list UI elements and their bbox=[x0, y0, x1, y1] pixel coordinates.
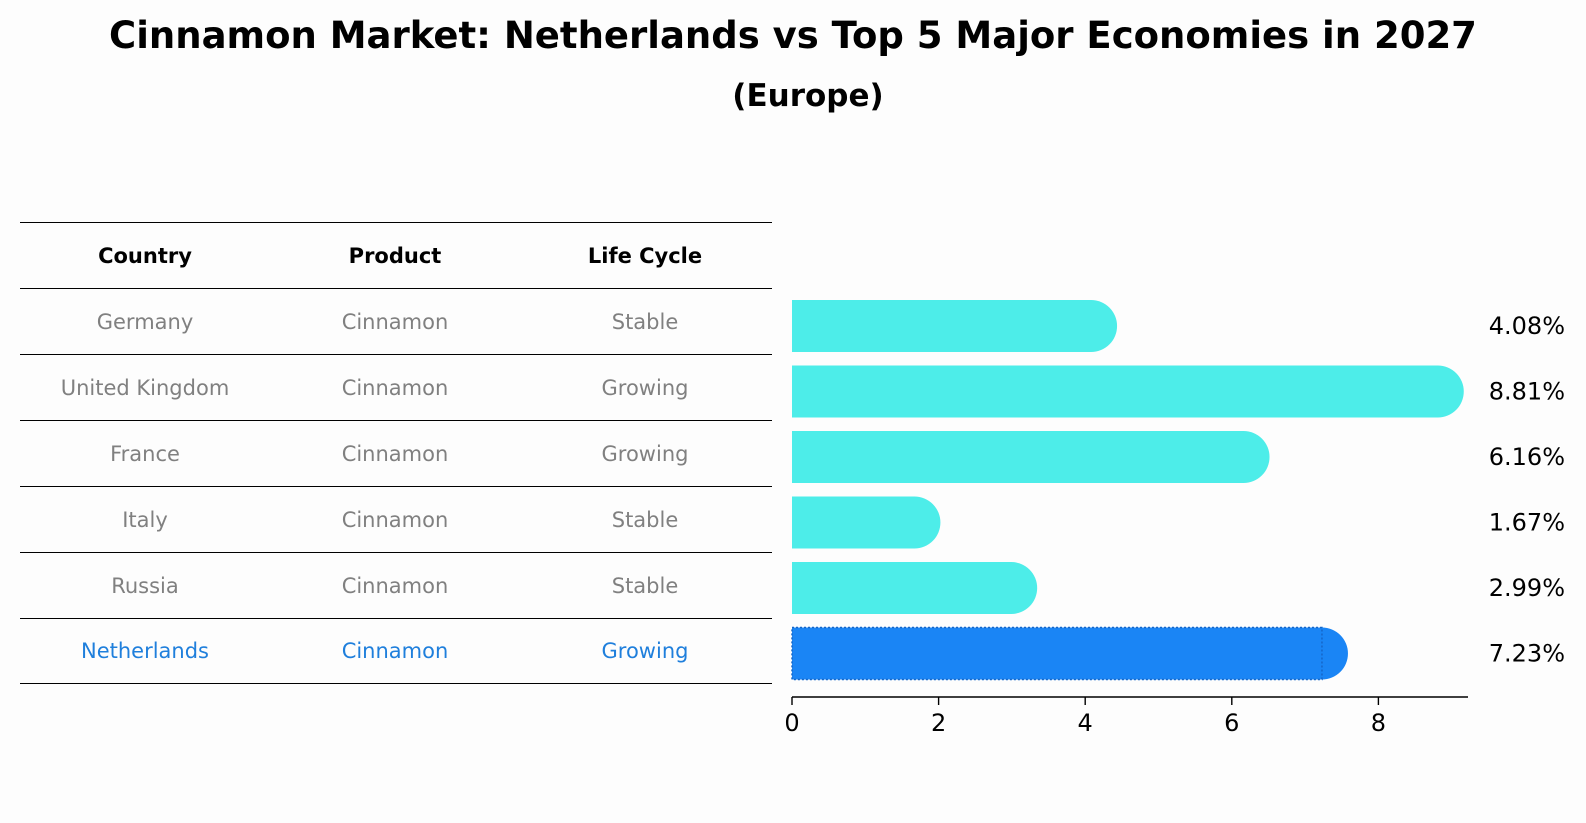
value-label: 8.81% bbox=[1489, 378, 1565, 406]
product-cell: Cinnamon bbox=[341, 639, 449, 663]
value-label: 6.16% bbox=[1489, 443, 1565, 471]
chart-title: Cinnamon Market: Netherlands vs Top 5 Ma… bbox=[109, 14, 1477, 57]
header-life-cycle: Life Cycle bbox=[587, 243, 703, 268]
country-cell: United Kingdom bbox=[60, 375, 230, 400]
bar-netherlands bbox=[792, 627, 1348, 680]
value-label: 7.23% bbox=[1489, 640, 1565, 668]
x-tick-label: 4 bbox=[1078, 709, 1093, 737]
table-header-row: Country Product Life Cycle bbox=[20, 222, 772, 288]
table-row: Italy Cinnamon Stable bbox=[20, 486, 772, 552]
x-tick-label: 8 bbox=[1371, 709, 1386, 737]
table-row-highlight: Netherlands Cinnamon Growing bbox=[20, 618, 772, 684]
life-cycle-cell: Growing bbox=[601, 441, 689, 466]
life-cycle-cell: Growing bbox=[601, 375, 689, 400]
bar-italy bbox=[792, 496, 941, 549]
bar-france bbox=[792, 431, 1270, 483]
life-cycle-cell: Stable bbox=[611, 309, 679, 334]
product-cell: Cinnamon bbox=[341, 573, 449, 598]
header-product: Product bbox=[348, 243, 442, 268]
x-tick-label: 0 bbox=[784, 709, 799, 737]
country-cell: Russia bbox=[111, 573, 179, 598]
country-cell: Italy bbox=[122, 507, 168, 532]
highlight-outline bbox=[791, 626, 1323, 681]
bar-united-kingdom bbox=[792, 365, 1464, 418]
table-row: United Kingdom Cinnamon Growing bbox=[20, 354, 772, 420]
header-country: Country bbox=[98, 243, 192, 268]
life-cycle-cell: Growing bbox=[601, 639, 689, 663]
table-row: Russia Cinnamon Stable bbox=[20, 552, 772, 618]
x-tick-label: 2 bbox=[931, 709, 946, 737]
table-row: Germany Cinnamon Stable bbox=[20, 288, 772, 354]
product-cell: Cinnamon bbox=[341, 309, 449, 334]
life-cycle-cell: Stable bbox=[611, 507, 679, 532]
bar-russia bbox=[792, 562, 1038, 614]
country-cell: France bbox=[110, 441, 180, 466]
x-tick-label: 6 bbox=[1224, 709, 1239, 737]
product-cell: Cinnamon bbox=[341, 507, 449, 532]
value-label: 1.67% bbox=[1489, 509, 1565, 537]
value-label: 2.99% bbox=[1489, 574, 1565, 602]
chart-subtitle: (Europe) bbox=[732, 78, 884, 114]
product-cell: Cinnamon bbox=[341, 375, 449, 400]
comparison-table: Country Product Life Cycle Germany Cinna… bbox=[20, 222, 772, 684]
life-cycle-cell: Stable bbox=[611, 573, 679, 598]
value-label: 4.08% bbox=[1489, 312, 1565, 340]
country-cell: Germany bbox=[96, 309, 194, 334]
bar-germany bbox=[792, 300, 1118, 352]
table-row: France Cinnamon Growing bbox=[20, 420, 772, 486]
country-cell: Netherlands bbox=[80, 639, 209, 663]
product-cell: Cinnamon bbox=[341, 441, 449, 466]
